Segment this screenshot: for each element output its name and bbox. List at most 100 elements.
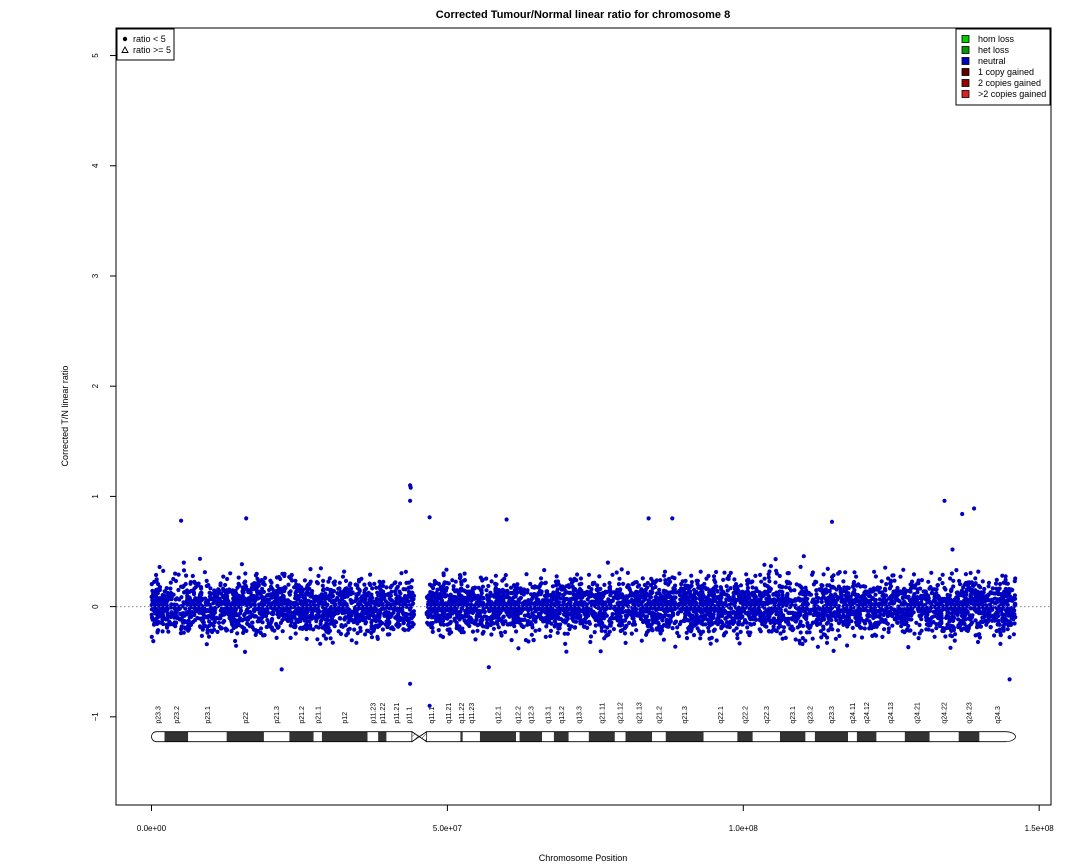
data-point [157, 564, 162, 570]
data-point [354, 640, 359, 645]
data-point [340, 610, 345, 616]
data-point [210, 616, 215, 621]
data-point [557, 611, 562, 616]
data-point [465, 584, 470, 589]
data-point [370, 586, 375, 591]
data-point [385, 625, 390, 630]
data-point [325, 586, 330, 592]
data-point [558, 607, 563, 612]
data-point [407, 625, 412, 631]
data-point [410, 596, 415, 601]
data-point [234, 643, 239, 648]
data-point [780, 636, 785, 641]
data-point [318, 566, 323, 571]
data-point [472, 586, 477, 591]
data-point [930, 628, 935, 633]
data-point [242, 649, 248, 655]
data-points-layer [149, 483, 1018, 708]
data-point [152, 608, 157, 614]
data-point [820, 583, 825, 588]
data-point [286, 582, 291, 587]
data-point [900, 629, 905, 634]
data-point [593, 593, 598, 598]
data-point [235, 599, 241, 605]
data-point [200, 627, 205, 632]
data-point [825, 635, 830, 640]
data-point [260, 581, 266, 586]
data-point [307, 581, 312, 586]
data-point [768, 564, 774, 569]
data-point [542, 568, 547, 573]
data-point [639, 638, 644, 643]
data-point [778, 607, 783, 612]
data-point [214, 599, 220, 604]
data-point [476, 585, 481, 590]
data-point [219, 626, 224, 631]
data-point [658, 612, 663, 617]
data-point [285, 618, 290, 624]
data-point [355, 631, 360, 636]
data-point [187, 589, 192, 595]
data-point [265, 618, 270, 623]
data-point [155, 630, 160, 635]
data-point [332, 579, 337, 584]
data-point [240, 589, 245, 594]
data-point [670, 626, 675, 631]
data-point [1012, 603, 1017, 608]
data-point [762, 562, 767, 567]
data-point [805, 620, 810, 626]
data-point [176, 587, 181, 593]
data-point [411, 622, 416, 627]
data-point [911, 572, 917, 577]
data-point [316, 573, 321, 579]
data-point [166, 593, 171, 598]
data-point [304, 626, 309, 631]
data-point [229, 602, 234, 607]
data-point [666, 624, 671, 629]
data-point [785, 592, 790, 597]
data-point [798, 630, 803, 635]
data-point [307, 624, 313, 629]
data-point [166, 629, 171, 634]
data-point [949, 571, 955, 576]
data-point [374, 608, 379, 613]
data-point [644, 630, 650, 635]
data-point [185, 593, 190, 598]
data-point [390, 625, 395, 630]
data-point [379, 599, 384, 604]
data-point [509, 638, 514, 643]
data-point [308, 567, 313, 572]
data-point [316, 612, 321, 617]
data-point [293, 631, 298, 636]
data-point [293, 596, 298, 601]
data-point [204, 642, 209, 647]
data-point [943, 634, 948, 639]
data-point [257, 602, 262, 607]
data-point [607, 580, 612, 586]
data-point [360, 618, 365, 623]
data-point [324, 629, 329, 634]
data-point [273, 594, 278, 599]
data-point [953, 611, 959, 616]
data-point [228, 571, 233, 576]
data-point [470, 629, 476, 634]
data-point [304, 636, 309, 642]
data-point [269, 625, 274, 630]
data-point [153, 617, 158, 622]
data-point [169, 602, 174, 607]
data-point [321, 633, 326, 638]
data-point [484, 614, 489, 620]
data-point [198, 602, 203, 607]
data-point [986, 584, 991, 589]
data-point [298, 601, 303, 606]
data-point [771, 624, 776, 629]
data-point [430, 629, 435, 635]
data-point [260, 589, 265, 595]
data-point [173, 571, 178, 576]
data-point [404, 580, 409, 586]
data-point [973, 633, 978, 638]
data-point [301, 587, 306, 592]
data-point [242, 613, 247, 618]
data-point [595, 583, 600, 588]
